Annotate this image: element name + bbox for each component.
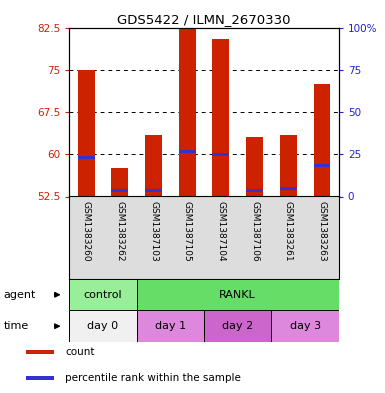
Bar [313, 84, 330, 196]
Bar [145, 189, 162, 193]
Bar [246, 189, 263, 193]
Text: GSM1383261: GSM1383261 [284, 200, 293, 261]
Text: day 3: day 3 [290, 321, 321, 331]
Bar [137, 310, 204, 342]
Bar [111, 168, 128, 196]
Text: count: count [65, 347, 94, 357]
Text: GSM1387106: GSM1387106 [250, 200, 259, 261]
Bar [271, 310, 339, 342]
Bar [26, 350, 54, 354]
Bar [69, 279, 137, 310]
Bar [313, 164, 330, 167]
Text: day 1: day 1 [155, 321, 186, 331]
Bar [69, 310, 137, 342]
Text: GSM1383262: GSM1383262 [116, 200, 124, 261]
Title: GDS5422 / ILMN_2670330: GDS5422 / ILMN_2670330 [117, 13, 291, 26]
Bar [78, 156, 95, 159]
Bar [213, 153, 229, 156]
Text: agent: agent [4, 290, 36, 300]
Text: GSM1387103: GSM1387103 [149, 200, 158, 261]
Text: GSM1383263: GSM1383263 [318, 200, 326, 261]
Text: GSM1387105: GSM1387105 [183, 200, 192, 261]
Bar [78, 70, 95, 196]
Text: control: control [84, 290, 122, 300]
Bar [280, 134, 297, 196]
Bar [111, 189, 128, 193]
Bar [213, 39, 229, 197]
Text: time: time [4, 321, 29, 331]
Bar [137, 279, 339, 310]
Text: RANKL: RANKL [219, 290, 256, 300]
Bar [145, 134, 162, 196]
Text: GSM1387104: GSM1387104 [216, 200, 225, 261]
Text: day 2: day 2 [222, 321, 253, 331]
Bar [26, 376, 54, 380]
Text: day 0: day 0 [87, 321, 119, 331]
Bar [204, 310, 271, 342]
Bar [179, 150, 196, 153]
Text: percentile rank within the sample: percentile rank within the sample [65, 373, 241, 383]
Bar [179, 19, 196, 196]
Text: GSM1383260: GSM1383260 [82, 200, 90, 261]
Bar [246, 137, 263, 196]
Bar [280, 187, 297, 189]
